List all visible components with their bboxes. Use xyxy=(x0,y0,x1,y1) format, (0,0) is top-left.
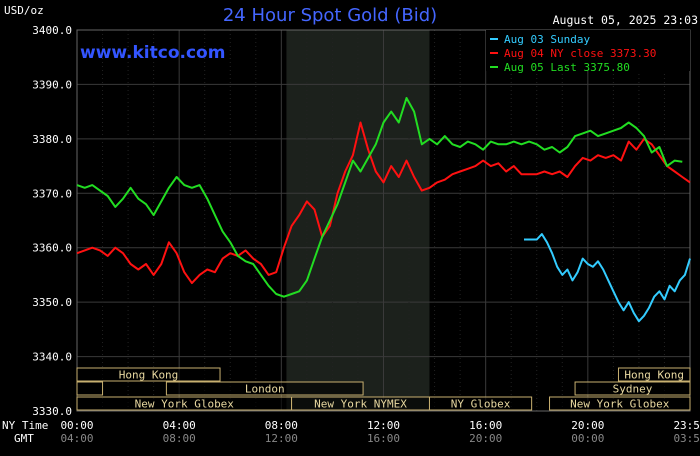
watermark: www.kitco.com xyxy=(80,43,225,63)
x-tick-label-ny: 16:00 xyxy=(469,419,502,432)
x-tick-label-gmt: 00:00 xyxy=(571,432,604,445)
x-tick-label-gmt: 04:00 xyxy=(60,432,93,445)
plot-border xyxy=(76,29,691,412)
y-tick-label: 3340.0 xyxy=(32,351,72,364)
legend-label: Aug 03 Sunday xyxy=(504,33,590,46)
session-label: Hong Kong xyxy=(119,369,179,382)
series-line xyxy=(524,233,691,323)
x-tick-label-gmt: 20:00 xyxy=(469,432,502,445)
y-tick-label: 3400.0 xyxy=(32,24,72,37)
ny-time-row-label: NY Time xyxy=(2,419,48,432)
x-tick-label-gmt: 16:00 xyxy=(367,432,400,445)
y-tick-label: 3350.0 xyxy=(32,296,72,309)
session-label: New York Globex xyxy=(570,398,670,411)
session-label: Hong Kong xyxy=(624,369,684,382)
x-tick-label-gmt: 08:00 xyxy=(163,432,196,445)
x-tick-label-ny: 08:00 xyxy=(265,419,298,432)
session-label: London xyxy=(245,383,285,396)
x-tick-label-ny: 20:00 xyxy=(571,419,604,432)
session-bar xyxy=(574,381,691,396)
session-label: Sydney xyxy=(613,383,653,396)
y-tick-label: 3370.0 xyxy=(32,187,72,200)
y-tick-label: 3330.0 xyxy=(32,405,72,418)
legend-label: Aug 05 Last 3375.80 xyxy=(504,61,630,74)
unit-label: USD/oz xyxy=(4,4,44,17)
session-bar xyxy=(617,367,691,382)
y-tick-label: 3380.0 xyxy=(32,133,72,146)
session-label: New York Globex xyxy=(135,398,235,411)
series-line xyxy=(76,97,683,298)
legend-box xyxy=(486,30,690,71)
session-label: New York NYMEX xyxy=(314,398,407,411)
session-bar xyxy=(549,396,691,411)
session-bar xyxy=(165,381,364,396)
x-tick-label-gmt: 12:00 xyxy=(265,432,298,445)
session-bar xyxy=(76,367,221,382)
chart-title: 24 Hour Spot Gold (Bid) xyxy=(223,5,437,26)
x-tick-label-gmt: 03:59 xyxy=(673,432,700,445)
x-tick-label-ny: 04:00 xyxy=(163,419,196,432)
y-tick-label: 3360.0 xyxy=(32,242,72,255)
timestamp: August 05, 2025 23:03 xyxy=(553,13,698,27)
series-line xyxy=(76,121,691,285)
session-label: NY Globex xyxy=(451,398,511,411)
legend-label: Aug 04 NY close 3373.30 xyxy=(504,47,656,60)
session-bar xyxy=(428,396,533,411)
highlight-band xyxy=(286,30,430,411)
gmt-row-label: GMT xyxy=(14,432,34,445)
x-tick-label-ny: 00:00 xyxy=(60,419,93,432)
y-tick-label: 3390.0 xyxy=(32,78,72,91)
x-tick-label-ny: 12:00 xyxy=(367,419,400,432)
session-bar xyxy=(76,381,104,396)
x-tick-label-ny: 23:59 xyxy=(673,419,700,432)
